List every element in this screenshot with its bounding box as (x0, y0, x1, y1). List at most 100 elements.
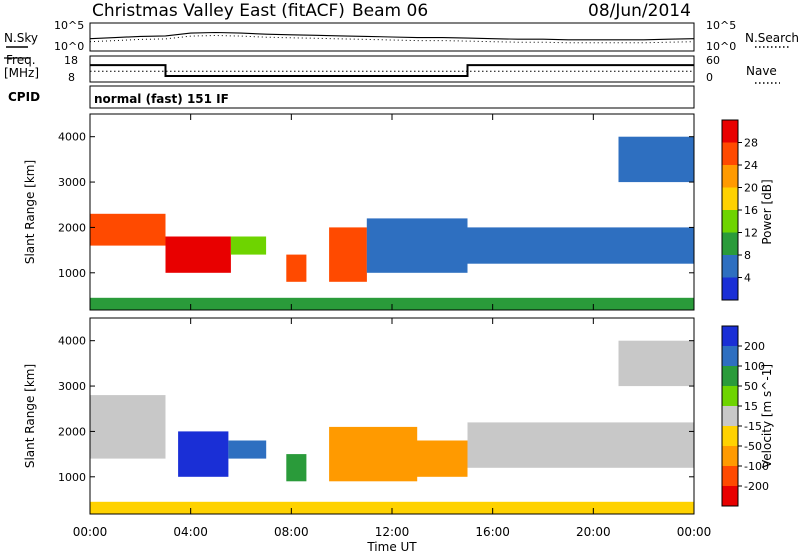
velocity-ylabel: Slant Range [km] (23, 364, 37, 468)
velocity-yaxis: 1000 2000 3000 4000 (58, 335, 694, 484)
cpid-panel-frame (89, 85, 695, 109)
colorbar-segment (722, 232, 738, 255)
noise-tick-bottom-left: 10^0 (54, 40, 84, 53)
heatmap-region (366, 218, 468, 273)
y-tick-label: 3000 (58, 380, 86, 393)
power-panel-frame (89, 113, 695, 311)
noise-tick-top-left: 10^5 (54, 19, 84, 32)
colorbar-segment (722, 120, 738, 143)
colorbar-tick-label: 24 (744, 159, 758, 172)
colorbar-tick-label: 50 (744, 380, 758, 393)
colorbar-frame (721, 325, 739, 507)
x-tick-label: 12:00 (375, 525, 410, 539)
power-colorbar: 28 24 20 16 12 8 4 (721, 119, 758, 301)
colorbar-segment (722, 165, 738, 188)
freq-tick-18: 18 (64, 54, 78, 67)
colorbar-tick-label: 100 (744, 360, 765, 373)
x-tick-label: 00:00 (73, 525, 108, 539)
freq-unit-label: [MHz] (4, 66, 39, 80)
colorbar-tick-label: 28 (744, 137, 758, 150)
nave-label: Nave (746, 64, 777, 78)
heatmap-region (90, 213, 166, 246)
nave-tick-60: 60 (706, 54, 720, 67)
nsearch-label: N.Search (745, 31, 799, 45)
velocity-heatmap (90, 340, 694, 515)
nsky-label: N.Sky (4, 31, 38, 45)
colorbar-segment (722, 142, 738, 165)
colorbar-segment (722, 386, 738, 406)
freq-label: Freq. (6, 53, 36, 67)
colorbar-tick-label: -50 (744, 440, 762, 453)
time-axis: 00:00 04:00 08:00 12:00 16:00 20:00 00:00 (73, 114, 712, 539)
colorbar-tick-label: 4 (744, 272, 751, 285)
heatmap-region (329, 227, 367, 282)
cpid-value: normal (fast) 151 IF (94, 92, 229, 106)
nave-tick-0: 0 (706, 71, 713, 84)
colorbar-tick-label: 16 (744, 204, 758, 217)
x-tick-label: 16:00 (475, 525, 510, 539)
y-tick-label: 3000 (58, 176, 86, 189)
heatmap-region (467, 227, 694, 264)
heatmap-region (618, 340, 694, 387)
colorbar-segment (722, 446, 738, 466)
colorbar-segment (722, 210, 738, 233)
heatmap-region (286, 254, 307, 282)
x-tick-label: 08:00 (274, 525, 309, 539)
colorbar-tick-label: 20 (744, 182, 758, 195)
heatmap-region (228, 440, 267, 459)
noise-tick-bottom-right: 10^0 (706, 40, 736, 53)
y-tick-label: 4000 (58, 131, 86, 144)
noise-panel-frame (89, 22, 695, 52)
colorbar-segment (722, 346, 738, 366)
y-tick-label: 2000 (58, 425, 86, 438)
colorbar-tick-label: 200 (744, 340, 765, 353)
colorbar-segment (722, 486, 738, 506)
heatmap-region (230, 236, 267, 255)
freq-series-line (90, 64, 694, 77)
colorbar-segment (722, 255, 738, 278)
colorbar-segment (722, 326, 738, 346)
colorbar-segment (722, 406, 738, 426)
y-tick-label: 1000 (58, 267, 86, 280)
colorbar-segment (722, 426, 738, 446)
x-tick-label: 04:00 (173, 525, 208, 539)
y-tick-label: 2000 (58, 221, 86, 234)
x-tick-label: 20:00 (576, 525, 611, 539)
heatmap-region (286, 454, 307, 482)
nsky-series-line (89, 31, 695, 41)
y-tick-label: 4000 (58, 335, 86, 348)
velocity-colorbar-label: Velocity [m s^-1] (760, 364, 774, 468)
heatmap-region (90, 395, 166, 459)
velocity-panel-frame (89, 317, 695, 515)
power-yaxis: 1000 2000 3000 4000 (58, 131, 694, 280)
x-tick-label: 00:00 (677, 525, 712, 539)
heatmap-region (90, 297, 694, 311)
colorbar-segment (722, 466, 738, 486)
cpid-label: CPID (8, 90, 40, 104)
heatmap-region (90, 501, 694, 515)
colorbar-tick-label: -100 (744, 460, 769, 473)
colorbar-tick-label: 8 (744, 249, 751, 262)
colorbar-tick-label: 15 (744, 400, 758, 413)
colorbar-segment (722, 277, 738, 300)
heatmap-region (178, 431, 229, 477)
heatmap-region (392, 440, 468, 477)
beam-label: Beam 06 (352, 1, 428, 21)
freq-panel-frame (89, 55, 695, 83)
colorbar-segment (722, 187, 738, 210)
noise-tick-top-right: 10^5 (706, 19, 736, 32)
power-colorbar-label: Power [dB] (760, 179, 774, 244)
y-tick-label: 1000 (58, 471, 86, 484)
chart-title: Christmas Valley East (fitACF) (92, 1, 345, 21)
power-heatmap (90, 136, 694, 311)
colorbar-tick-label: -200 (744, 480, 769, 493)
power-ylabel: Slant Range [km] (23, 160, 37, 264)
velocity-colorbar: 200 100 50 15 -15 -50 -100 -200 (721, 325, 769, 507)
xaxis-label: Time UT (366, 540, 417, 554)
colorbar-segment (722, 366, 738, 386)
freq-tick-8: 8 (68, 71, 75, 84)
colorbar-tick-label: -15 (744, 420, 762, 433)
heatmap-region (467, 422, 694, 468)
date-label: 08/Jun/2014 (588, 1, 691, 21)
